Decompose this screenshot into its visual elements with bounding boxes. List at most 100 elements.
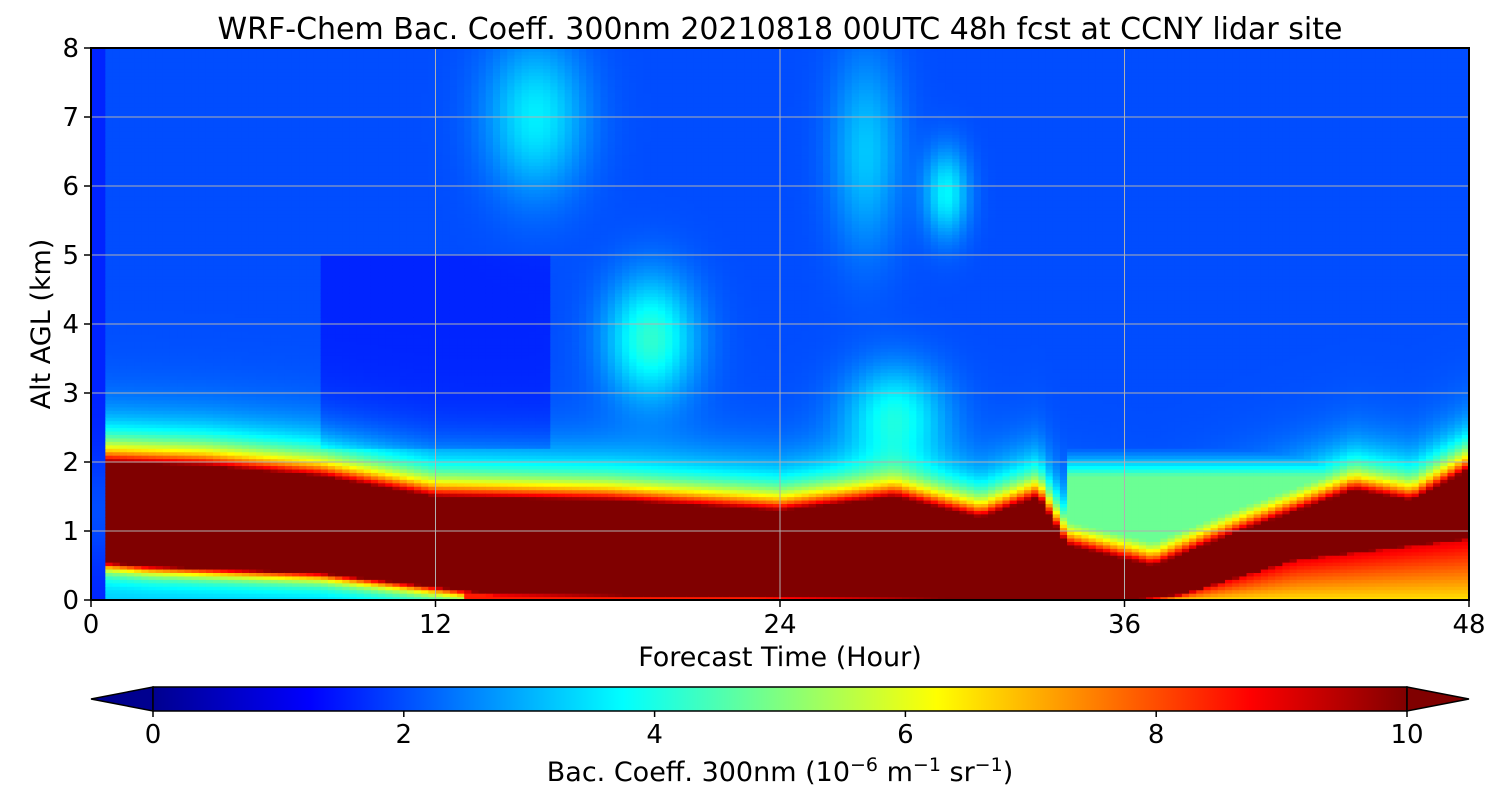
heatmap-cell (191, 393, 199, 397)
heatmap-cell (184, 262, 192, 266)
heatmap-cell (163, 593, 171, 597)
heatmap-cell (191, 369, 199, 373)
heatmap-cell (141, 396, 149, 400)
heatmap-cell (177, 359, 185, 363)
heatmap-cell (98, 227, 106, 231)
heatmap-cell (163, 421, 171, 425)
heatmap-cell (148, 566, 156, 570)
heatmap-cell (177, 434, 185, 438)
heatmap-cell (156, 400, 164, 404)
heatmap-cell (113, 296, 121, 300)
heatmap-cell (120, 414, 128, 418)
heatmap-cell (148, 103, 156, 107)
heatmap-cell (191, 434, 199, 438)
heatmap-cell (120, 514, 128, 518)
heatmap-cell (134, 162, 142, 166)
heatmap-cell (98, 396, 106, 400)
heatmap-cell (120, 359, 128, 363)
heatmap-cell (148, 396, 156, 400)
heatmap-cell (127, 203, 135, 207)
heatmap-cell (141, 441, 149, 445)
heatmap-cell (98, 469, 106, 473)
heatmap-cell (184, 110, 192, 114)
heatmap-cell (163, 148, 171, 152)
heatmap-cell (148, 593, 156, 597)
heatmap-cell (141, 400, 149, 404)
heatmap-cell (127, 534, 135, 538)
heatmap-cell (98, 369, 106, 373)
heatmap-cell (127, 541, 135, 545)
heatmap-cell (127, 272, 135, 276)
heatmap-cell (127, 493, 135, 497)
heatmap-cell (91, 548, 99, 552)
heatmap-cell (120, 521, 128, 525)
heatmap-cell (141, 272, 149, 276)
heatmap-cell (163, 152, 171, 156)
heatmap-cell (141, 131, 149, 135)
heatmap-cell (184, 545, 192, 549)
heatmap-cell (163, 403, 171, 407)
heatmap-cell (105, 403, 113, 407)
heatmap-cell (134, 503, 142, 507)
heatmap-cell (184, 158, 192, 162)
heatmap-cell (184, 365, 192, 369)
heatmap-cell (127, 514, 135, 518)
heatmap-cell (141, 255, 149, 259)
heatmap-cell (184, 407, 192, 411)
heatmap-cell (98, 434, 106, 438)
heatmap-cell (170, 410, 178, 414)
heatmap-cell (120, 393, 128, 397)
heatmap-cell (163, 93, 171, 97)
heatmap-cell (105, 586, 113, 590)
heatmap-cell (141, 317, 149, 321)
heatmap-cell (98, 83, 106, 87)
heatmap-cell (113, 76, 121, 80)
heatmap-cell (170, 83, 178, 87)
heatmap-cell (163, 469, 171, 473)
heatmap-cell (127, 224, 135, 228)
heatmap-cell (91, 200, 99, 204)
heatmap-cell (184, 465, 192, 469)
heatmap-cell (134, 96, 142, 100)
heatmap-cell (163, 69, 171, 73)
heatmap-cell (184, 548, 192, 552)
heatmap-cell (127, 245, 135, 249)
heatmap-cell (105, 189, 113, 193)
heatmap-cell (163, 203, 171, 207)
heatmap-cell (156, 465, 164, 469)
heatmap-cell (105, 58, 113, 62)
heatmap-cell (191, 452, 199, 456)
heatmap-cell (156, 462, 164, 466)
heatmap-cell (191, 493, 199, 497)
heatmap-cell (105, 238, 113, 242)
heatmap-cell (156, 552, 164, 556)
heatmap-cell (113, 214, 121, 218)
heatmap-cell (184, 83, 192, 87)
heatmap-cell (113, 421, 121, 425)
heatmap-cell (120, 207, 128, 211)
heatmap-cell (91, 55, 99, 59)
heatmap-cell (191, 410, 199, 414)
heatmap-cell (156, 107, 164, 111)
heatmap-cell (91, 586, 99, 590)
heatmap-cell (141, 552, 149, 556)
heatmap-cell (163, 431, 171, 435)
heatmap-cell (148, 155, 156, 159)
heatmap-cell (163, 314, 171, 318)
heatmap-cell (120, 559, 128, 563)
heatmap-cell (177, 145, 185, 149)
heatmap-cell (184, 155, 192, 159)
heatmap-cell (120, 531, 128, 535)
heatmap-cell (184, 462, 192, 466)
heatmap-cell (141, 417, 149, 421)
heatmap-cell (98, 383, 106, 387)
heatmap-cell (113, 69, 121, 73)
heatmap-cell (191, 576, 199, 580)
heatmap-cell (120, 176, 128, 180)
heatmap-cell (141, 486, 149, 490)
heatmap-cell (148, 79, 156, 83)
heatmap-cell (113, 517, 121, 521)
heatmap-cell (141, 176, 149, 180)
heatmap-cell (148, 314, 156, 318)
heatmap-cell (127, 524, 135, 528)
